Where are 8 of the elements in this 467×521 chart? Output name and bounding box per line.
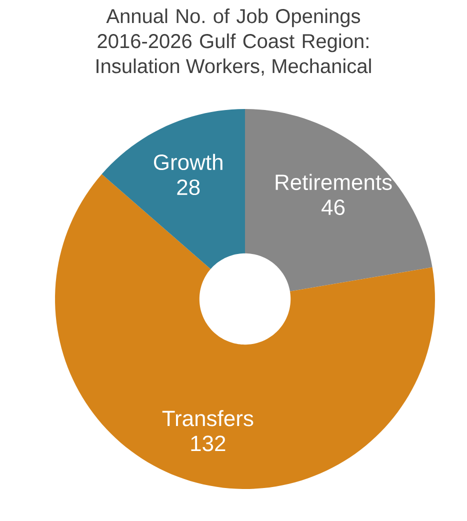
chart-subtitle: Insulation Workers, Mechanical bbox=[96, 58, 371, 76]
data-label: 132 bbox=[191, 436, 226, 452]
slice-label: Transfers bbox=[162, 410, 254, 426]
data-label: 46 bbox=[322, 199, 345, 216]
chart-title: Annual No. of Job Openings 2016-2026 Gulf Coast Region: bbox=[98, 8, 368, 52]
slice-label: Growth bbox=[154, 154, 222, 170]
slice-label: Retirements bbox=[276, 174, 392, 190]
data-label: 28 bbox=[177, 179, 200, 196]
